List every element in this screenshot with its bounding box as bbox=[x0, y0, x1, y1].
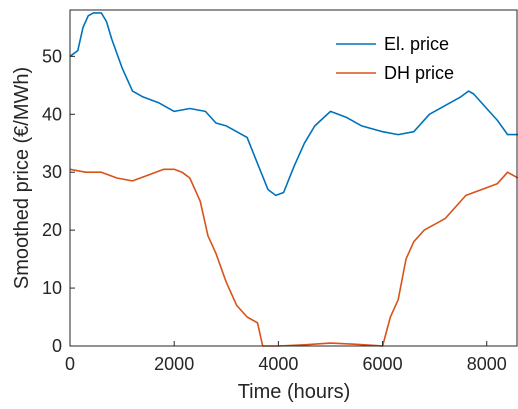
series-line-1 bbox=[69, 12, 518, 197]
y-tick-label: 10 bbox=[42, 278, 62, 298]
legend: El. price DH price bbox=[336, 34, 454, 83]
y-tick-label: 50 bbox=[42, 46, 62, 66]
plot-frame bbox=[69, 9, 518, 347]
x-axis-label: Time (hours) bbox=[238, 381, 351, 403]
x-axis-ticks: 0 2000 4000 6000 8000 bbox=[65, 341, 507, 374]
y-tick-label: 40 bbox=[42, 104, 62, 124]
y-tick-label: 30 bbox=[42, 162, 62, 182]
x-tick-label: 6000 bbox=[363, 354, 403, 374]
y-axis-ticks: 0 10 20 30 40 50 bbox=[42, 46, 75, 356]
y-tick-label: 20 bbox=[42, 220, 62, 240]
y-tick-label: 0 bbox=[52, 336, 62, 356]
y-axis-label: Smoothed price (€/MWh) bbox=[11, 67, 33, 289]
legend-label-1: El. price bbox=[384, 34, 449, 54]
x-tick-label: 2000 bbox=[154, 354, 194, 374]
x-tick-label: 0 bbox=[65, 354, 75, 374]
x-tick-label: 8000 bbox=[467, 354, 507, 374]
legend-label-2: DH price bbox=[384, 63, 454, 83]
x-tick-label: 4000 bbox=[258, 354, 298, 374]
